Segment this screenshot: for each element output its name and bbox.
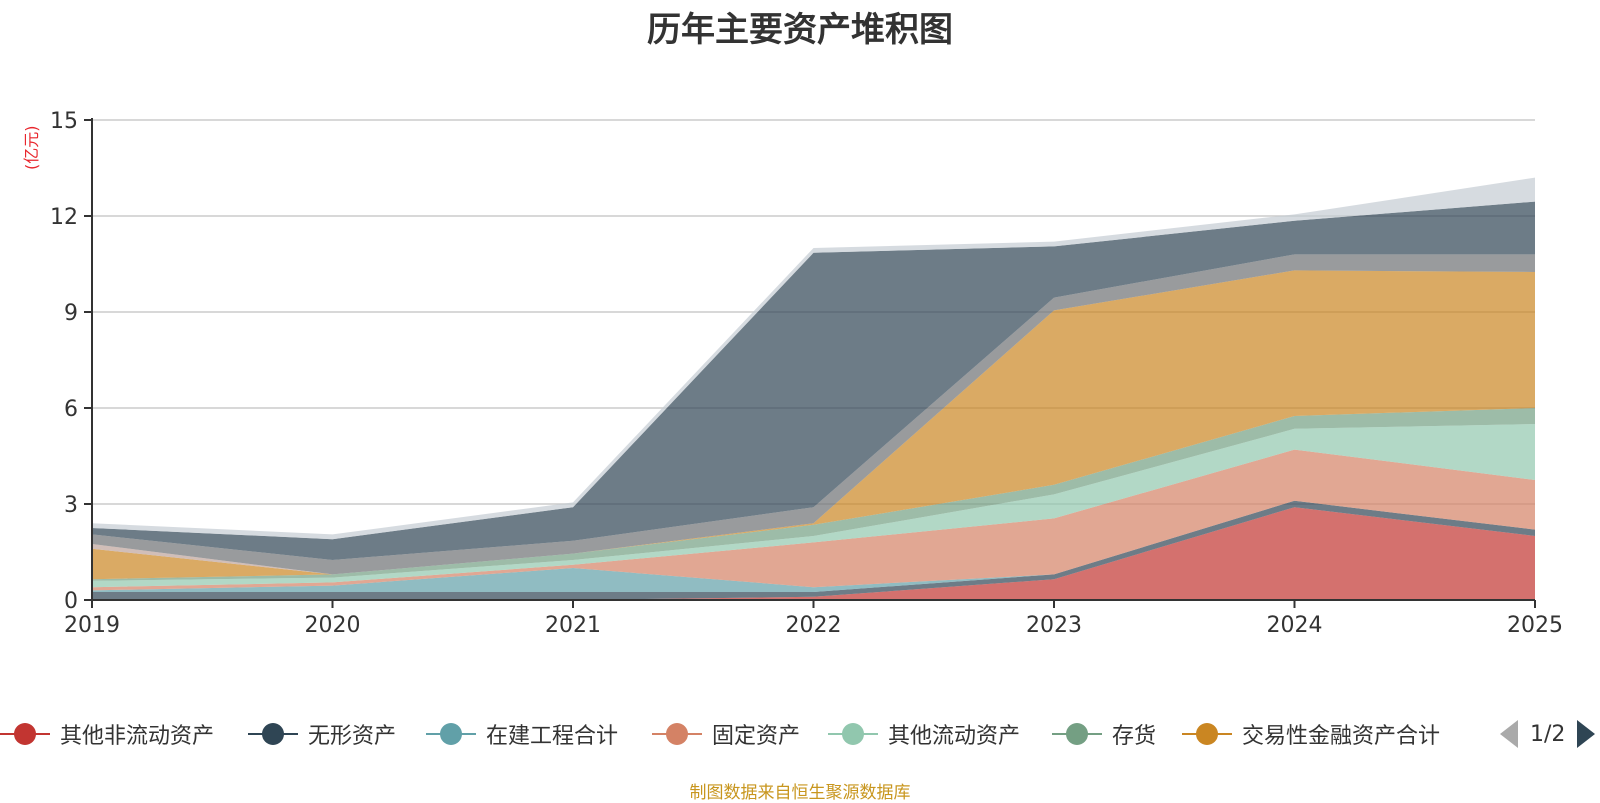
prev-page-icon[interactable] bbox=[1500, 720, 1518, 748]
area-series-4 bbox=[92, 424, 1535, 588]
legend-swatch-icon bbox=[0, 716, 50, 752]
next-page-icon[interactable] bbox=[1577, 720, 1596, 748]
legend-item-1[interactable]: 无形资产 bbox=[248, 716, 396, 752]
x-tick-label-5: 2024 bbox=[1267, 613, 1323, 638]
legend-item-3[interactable]: 固定资产 bbox=[652, 716, 800, 752]
legend-page-indicator: 1/2 bbox=[1530, 721, 1566, 747]
area-series-10 bbox=[92, 177, 1535, 540]
legend-item-2[interactable]: 在建工程合计 bbox=[426, 716, 618, 752]
area-series-9 bbox=[92, 201, 1535, 560]
legend-swatch-icon bbox=[828, 716, 878, 752]
x-tick-label-2: 2021 bbox=[545, 613, 601, 638]
legend-swatch-icon bbox=[1182, 716, 1232, 752]
y-tick-label-1: 3 bbox=[64, 493, 78, 518]
x-tick-label-1: 2020 bbox=[305, 613, 361, 638]
legend-item-6[interactable]: 交易性金融资产合计 bbox=[1182, 716, 1440, 752]
data-source-note: 制图数据来自恒生聚源数据库 bbox=[689, 783, 911, 803]
stacked-area-chart: 0 3 6 9 12 15 2019 2020 2021 2022 2023 2024 2025 bbox=[50, 109, 1563, 638]
y-tick-label-3: 9 bbox=[64, 301, 78, 326]
legend-label: 存货 bbox=[1112, 724, 1157, 749]
y-tick-label-4: 12 bbox=[50, 205, 78, 230]
legend-swatch-icon bbox=[426, 716, 476, 752]
area-series-5 bbox=[92, 408, 1535, 581]
x-tick-label-0: 2019 bbox=[64, 613, 120, 638]
x-tick-label-4: 2023 bbox=[1026, 613, 1082, 638]
legend-label: 固定资产 bbox=[712, 724, 801, 749]
x-tick-label-3: 2022 bbox=[786, 613, 842, 638]
y-tick-label-0: 0 bbox=[64, 589, 78, 614]
chart-title: 历年主要资产堆积图 bbox=[647, 10, 953, 50]
legend-item-5[interactable]: 存货 bbox=[1052, 716, 1156, 752]
y-tick-label-2: 6 bbox=[64, 397, 78, 422]
legend-label: 无形资产 bbox=[308, 724, 397, 749]
legend-item-0[interactable]: 其他非流动资产 bbox=[0, 716, 214, 752]
area-series-3 bbox=[92, 449, 1535, 591]
area-series-8 bbox=[92, 254, 1535, 575]
area-series bbox=[92, 177, 1535, 600]
area-series-6 bbox=[92, 270, 1535, 580]
legend-item-4[interactable]: 其他流动资产 bbox=[828, 716, 1020, 752]
legend-label: 其他流动资产 bbox=[888, 724, 1021, 749]
y-tick-label-5: 15 bbox=[50, 109, 78, 134]
legend-label: 其他非流动资产 bbox=[60, 724, 215, 749]
legend-label: 在建工程合计 bbox=[486, 724, 619, 749]
legend-pager: 1/2 bbox=[1500, 716, 1596, 752]
legend: 其他非流动资产 无形资产 在建工程合计 固定资产 其他流动资产 存货 交易性金融… bbox=[0, 716, 1600, 752]
area-series-0 bbox=[92, 507, 1535, 600]
legend-swatch-icon bbox=[1052, 716, 1102, 752]
axes: 0 3 6 9 12 15 2019 2020 2021 2022 2023 2024 2025 bbox=[50, 109, 1563, 638]
legend-swatch-icon bbox=[652, 716, 702, 752]
x-tick-label-6: 2025 bbox=[1507, 613, 1563, 638]
legend-label: 交易性金融资产合计 bbox=[1242, 724, 1441, 749]
legend-swatch-icon bbox=[248, 716, 298, 752]
